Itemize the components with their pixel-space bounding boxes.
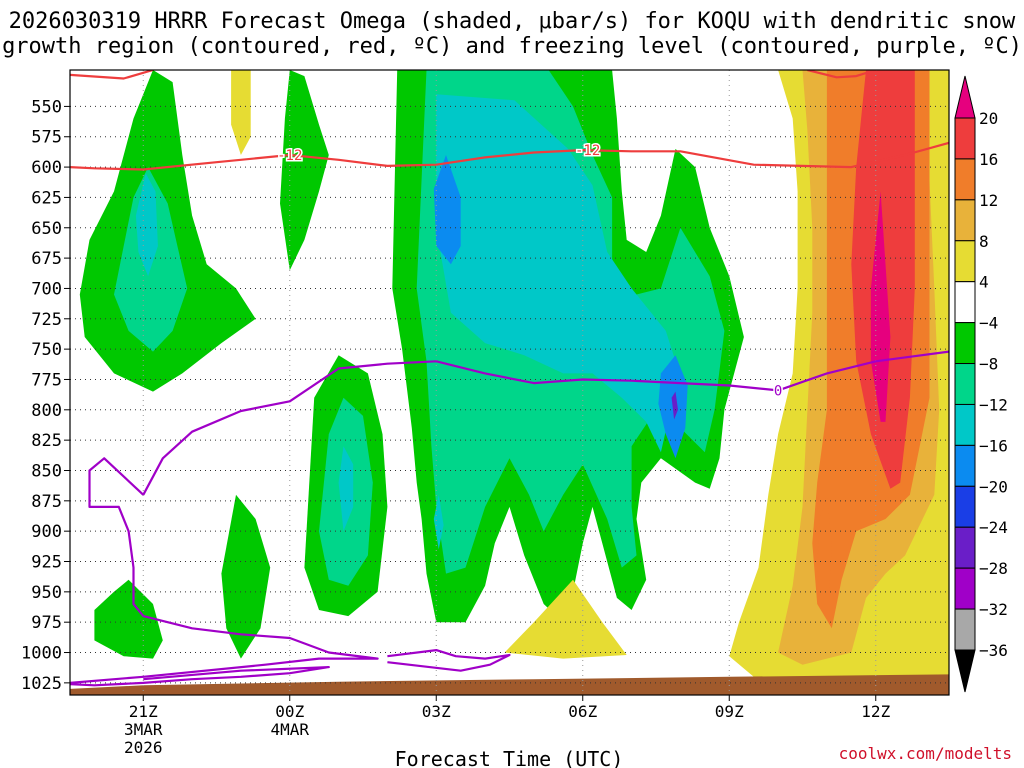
omega-yellow-top: [231, 70, 251, 155]
terrain-ground: [70, 674, 949, 695]
y-tick-label-925: 925: [31, 553, 62, 573]
colorbar-box-8: [954, 444, 976, 487]
omega-magenta-center: [671, 391, 678, 420]
colorbar-label-2: 12: [979, 191, 998, 210]
x-tick-sublabel-21Z: 3MAR: [124, 720, 163, 739]
y-tick-label-775: 775: [31, 370, 62, 390]
chart-title-line1: 2026030319 HRRR Forecast Omega (shaded, …: [8, 9, 1016, 34]
colorbar-bottom-triangle: [954, 649, 976, 693]
y-tick-label-1000: 1000: [21, 644, 62, 664]
y-tick-label-800: 800: [31, 401, 62, 421]
colorbar-box-2: [954, 199, 976, 242]
omega-magenta-right: [870, 191, 891, 422]
colorbar-label-3: 8: [979, 232, 989, 251]
colorbar-box-4: [954, 281, 976, 324]
dgz-minus12-line: [70, 141, 949, 171]
omega-yellow-small: [504, 579, 627, 659]
colorbar-label-6: −8: [979, 355, 998, 374]
omega-green-00z: [280, 70, 329, 271]
chart-title-line2: growth region (contoured, red, ºC) and f…: [2, 34, 1022, 59]
dgz-minus12-line-label-1: -12: [575, 143, 600, 159]
colorbar-label-11: −28: [979, 559, 1008, 578]
y-tick-label-825: 825: [31, 431, 62, 451]
y-tick-label-625: 625: [31, 188, 62, 208]
colorbar-box-10: [954, 526, 976, 569]
omega-cyan-left: [135, 173, 158, 277]
y-tick-label-550: 550: [31, 97, 62, 117]
y-tick-label-975: 975: [31, 613, 62, 633]
dgz-top-right-line: [807, 70, 877, 79]
contour-labels: -12 -12 0: [276, 142, 784, 401]
x-tick-label-03Z: 03Z: [422, 702, 451, 721]
dgz-top-line: [70, 70, 154, 80]
freezing-level-line-label-0: 0: [774, 383, 782, 399]
colorbar-label-1: 16: [979, 150, 998, 169]
colorbar-box-1: [954, 158, 976, 201]
y-tick-label-600: 600: [31, 158, 62, 178]
colorbar: 20 16 12 8 4 −4 −8 −12 −16 −20 −24 −28 −32 −36: [954, 75, 1008, 693]
omega-cyan-center: [436, 94, 676, 453]
omega-green-small1: [221, 494, 271, 659]
colorbar-box-12: [954, 608, 976, 651]
y-tick-label-575: 575: [31, 128, 62, 148]
x-tick-label-00Z: 00Z: [275, 702, 304, 721]
colorbar-label-0: 20: [979, 109, 998, 128]
y-tick-label-900: 900: [31, 522, 62, 542]
x-tick-label-09Z: 09Z: [715, 702, 744, 721]
y-tick-label-700: 700: [31, 279, 62, 299]
colorbar-label-10: −24: [979, 518, 1008, 537]
colorbar-label-13: −36: [979, 641, 1008, 660]
y-tick-label-650: 650: [31, 219, 62, 239]
colorbar-label-7: −12: [979, 395, 1008, 414]
x-tick-sublabel-00Z: 4MAR: [270, 720, 309, 739]
freezing-low-loop-2: [387, 648, 511, 672]
omega-blue-1: [433, 155, 461, 265]
x-tick-label-21Z: 21Z: [129, 702, 158, 721]
y-tick-label-675: 675: [31, 249, 62, 269]
dotted-grid: [70, 70, 949, 695]
contour-lines: [70, 70, 949, 687]
colorbar-box-6: [954, 363, 976, 405]
x-tick-sublabel2-21Z: 2026: [124, 738, 163, 757]
omega-green-small2: [94, 579, 163, 659]
y-tick-label-850: 850: [31, 461, 62, 481]
y-tick-label-875: 875: [31, 492, 62, 512]
y-axis: 550 575 600 625 650 675 700 725 750 775 800 825 850 8…: [21, 97, 70, 694]
attribution-text: coolwx.com/modelts: [838, 744, 1012, 763]
omega-cyan-mid: [338, 446, 354, 532]
y-tick-label-750: 750: [31, 340, 62, 360]
colorbar-box-9: [954, 485, 976, 528]
colorbar-box-0: [954, 117, 976, 160]
freezing-low-loop-3: [70, 665, 330, 687]
omega-cyan-small: [433, 494, 444, 550]
omega-orange-spot: [817, 494, 832, 604]
freezing-level-line: [142, 350, 949, 496]
y-tick-label-1025: 1025: [21, 674, 62, 694]
colorbar-label-9: −20: [979, 477, 1008, 496]
omega-shaded-regions: [70, 70, 949, 695]
colorbar-box-7: [954, 403, 976, 446]
dgz-minus12-line-label-0: -12: [277, 148, 302, 164]
colorbar-top-triangle: [954, 75, 976, 119]
y-tick-label-725: 725: [31, 310, 62, 330]
x-tick-label-06Z: 06Z: [568, 702, 597, 721]
colorbar-box-5: [954, 322, 976, 365]
colorbar-box-3: [954, 240, 976, 283]
colorbar-label-5: −4: [979, 314, 998, 333]
x-axis-label: Forecast Time (UTC): [395, 747, 624, 768]
colorbar-label-8: −16: [979, 436, 1008, 455]
x-tick-label-12Z: 12Z: [861, 702, 890, 721]
colorbar-label-12: −32: [979, 600, 1008, 619]
colorbar-box-11: [954, 567, 976, 610]
plot-frame: [69, 69, 950, 696]
freezing-low-loop-1: [70, 457, 379, 684]
y-tick-label-950: 950: [31, 583, 62, 603]
colorbar-label-4: 4: [979, 273, 989, 292]
